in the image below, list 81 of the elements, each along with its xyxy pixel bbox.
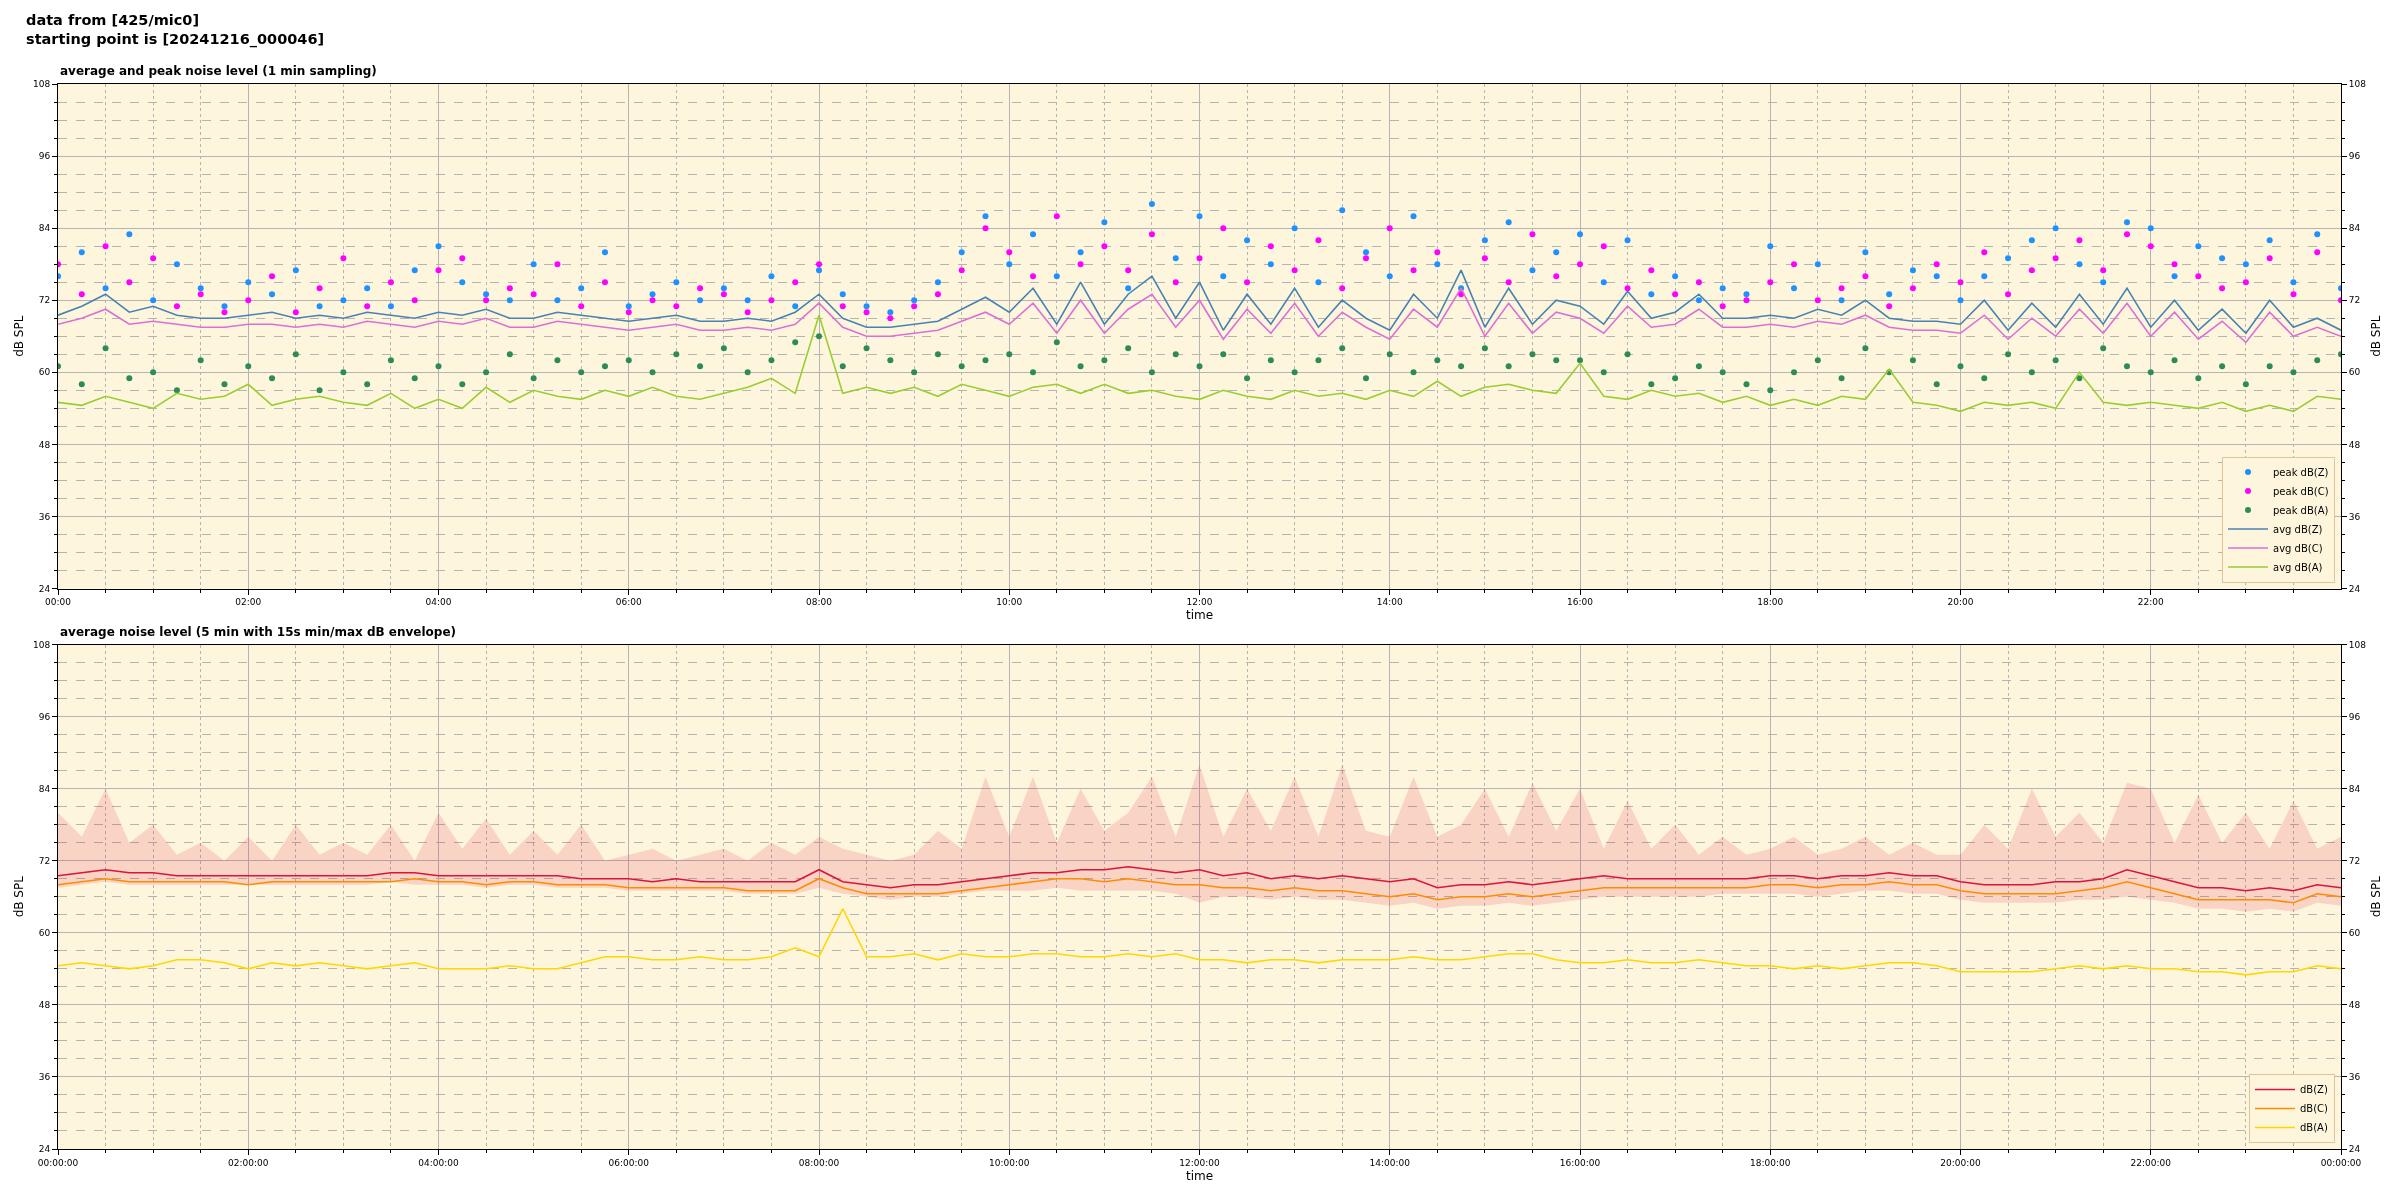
x-tick-label: 08:00:00: [798, 1157, 840, 1168]
x-tick-label: 12:00: [1186, 597, 1213, 608]
x-tick-label: 18:00: [1757, 597, 1784, 608]
x-tick-label: 04:00: [425, 597, 452, 608]
y2-tick-label: 96: [2348, 711, 2361, 722]
x-tick-label: 20:00: [1947, 597, 1974, 608]
x-tick-label: 08:00: [806, 597, 833, 608]
y2-tick-label: 108: [2348, 639, 2367, 650]
x-tick-label: 04:00:00: [418, 1157, 459, 1168]
y-tick-label: 96: [38, 151, 51, 162]
y2-tick-label: 84: [2348, 783, 2361, 794]
y-tick-label: 24: [38, 1144, 51, 1155]
y2-axis-title: dB SPL: [2369, 875, 2384, 918]
legend-label: peak dB(Z): [2273, 466, 2329, 478]
chart-title: average and peak noise level (1 min sampling): [60, 64, 377, 78]
text: data from [425/mic0] starting point is [20241216_000046]: [26, 12, 325, 48]
x-tick-label: 02:00:00: [228, 1157, 269, 1168]
line-series: [58, 287, 2341, 344]
y2-tick-label: 48: [2348, 439, 2361, 450]
x-tick-label: 14:00: [1376, 597, 1403, 608]
y-tick-label: 108: [33, 639, 51, 650]
y-tick-label: 48: [38, 1000, 51, 1011]
x-axis-title: time: [1185, 608, 1214, 623]
x-tick-label: 02:00: [235, 597, 262, 608]
legend-label: avg dB(A): [2273, 561, 2323, 573]
y-tick-label: 60: [38, 367, 51, 378]
y-tick-label: 72: [38, 295, 51, 306]
y2-tick-label: 60: [2348, 927, 2361, 938]
x-tick-label: 22:00: [2137, 597, 2164, 608]
y2-tick-label: 96: [2348, 151, 2361, 162]
y-tick-label: 36: [38, 511, 51, 522]
x-tick-label: 10:00: [996, 597, 1023, 608]
y-axis-title: dB SPL: [12, 875, 27, 918]
legend-label: avg dB(Z): [2273, 523, 2323, 535]
legend-label: dB(Z): [2300, 1084, 2328, 1096]
y-tick-label: 48: [38, 439, 51, 450]
legend-label: peak dB(A): [2273, 504, 2329, 516]
x-tick-label: 16:00: [1567, 597, 1594, 608]
x-tick-label: 00:00:00: [2320, 1157, 2362, 1168]
legend-label: dB(C): [2300, 1103, 2329, 1115]
y2-tick-label: 24: [2348, 1144, 2361, 1155]
y-tick-label: 60: [38, 927, 51, 938]
line-series: [58, 877, 2341, 904]
y-tick-label: 96: [38, 711, 51, 722]
x-tick-label: 18:00:00: [1750, 1157, 1791, 1168]
chart-title: average noise level (5 min with 15s min/max dB envelope): [60, 625, 457, 639]
y2-axis-title: dB SPL: [2369, 315, 2384, 357]
y2-tick-label: 60: [2348, 367, 2361, 378]
line-series: [58, 314, 2341, 413]
y-tick-label: 36: [38, 1072, 51, 1083]
x-tick-label: 22:00:00: [2130, 1157, 2172, 1168]
y-tick-label: 24: [38, 583, 51, 594]
y-axis-title: dB SPL: [12, 315, 27, 357]
x-tick-label: 14:00:00: [1369, 1157, 1411, 1168]
x-tick-label: 12:00:00: [1179, 1157, 1220, 1168]
x-tick-label: 10:00:00: [989, 1157, 1030, 1168]
x-axis-title: time: [1185, 1168, 1214, 1183]
y-tick-label: 108: [33, 79, 51, 90]
y-tick-label: 84: [38, 783, 51, 794]
legend-label: peak dB(C): [2273, 485, 2329, 497]
y2-tick-label: 72: [2348, 295, 2361, 306]
x-tick-label: 06:00: [615, 597, 642, 608]
x-tick-label: 20:00:00: [1940, 1157, 1981, 1168]
x-tick-label: 06:00:00: [608, 1157, 650, 1168]
line-series: [58, 269, 2341, 335]
y2-tick-label: 48: [2348, 1000, 2361, 1011]
line-series: [58, 907, 2341, 976]
legend-label: dB(A): [2300, 1122, 2328, 1134]
y-tick-label: 72: [38, 855, 51, 866]
y-tick-label: 84: [38, 223, 51, 234]
y2-tick-label: 84: [2348, 223, 2361, 234]
y2-tick-label: 36: [2348, 511, 2361, 522]
y2-tick-label: 36: [2348, 1072, 2361, 1083]
x-tick-label: 00:00: [45, 597, 72, 608]
legend-label: avg dB(C): [2273, 542, 2323, 554]
x-tick-label: 16:00:00: [1559, 1157, 1601, 1168]
x-tick-label: 00:00:00: [37, 1157, 79, 1168]
y2-tick-label: 108: [2348, 79, 2367, 90]
y2-tick-label: 72: [2348, 855, 2361, 866]
y2-tick-label: 24: [2348, 583, 2361, 594]
line-series: [58, 865, 2341, 892]
